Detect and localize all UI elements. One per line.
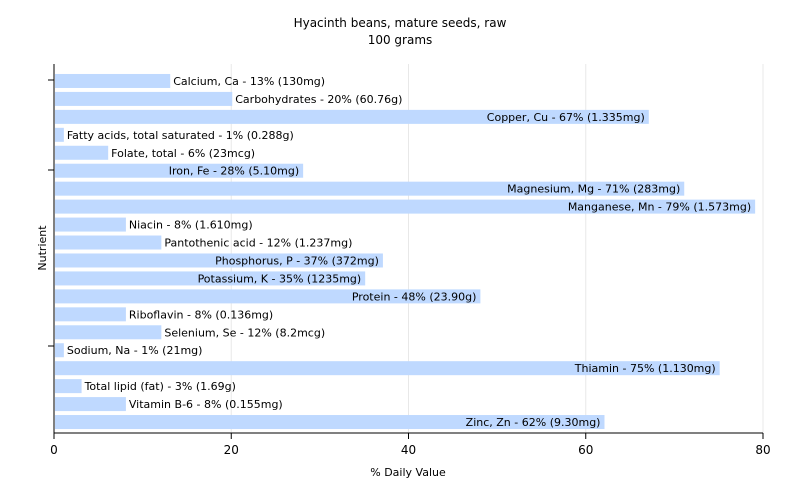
bar-label: Sodium, Na - 1% (21mg) (67, 344, 203, 357)
bar-label: Calcium, Ca - 13% (130mg) (173, 75, 325, 88)
bar (55, 253, 383, 268)
chart-title: Hyacinth beans, mature seeds, raw (294, 16, 507, 30)
bar-label: Fatty acids, total saturated - 1% (0.288… (67, 129, 294, 142)
bar-label: Magnesium, Mg - 71% (283mg) (507, 183, 680, 196)
bar (55, 73, 171, 88)
bar-label: Folate, total - 6% (23mcg) (111, 147, 255, 160)
bar (55, 415, 605, 430)
bar-label: Riboflavin - 8% (0.136mg) (129, 308, 273, 321)
bar (55, 271, 366, 286)
x-tick-label: 60 (578, 443, 593, 457)
x-tick-label: 0 (50, 443, 58, 457)
bar (55, 361, 720, 376)
x-axis-label: % Daily Value (370, 466, 446, 479)
bar-label: Iron, Fe - 28% (5.10mg) (169, 165, 299, 178)
bar-label: Phosphorus, P - 37% (372mg) (215, 254, 379, 267)
chart-subtitle: 100 grams (368, 33, 433, 47)
x-tick-label: 40 (401, 443, 416, 457)
bar-label: Thiamin - 75% (1.130mg) (574, 362, 716, 375)
bar-label: Zinc, Zn - 62% (9.30mg) (466, 416, 601, 429)
bar (55, 235, 162, 250)
bar (55, 307, 126, 322)
bar-label: Carbohydrates - 20% (60.76g) (235, 93, 402, 106)
bar-label: Selenium, Se - 12% (8.2mcg) (164, 326, 325, 339)
bar (55, 379, 82, 394)
bar-label: Total lipid (fat) - 3% (1.69g) (84, 380, 236, 393)
bar (55, 217, 126, 232)
y-axis-label: Nutrient (36, 225, 49, 271)
bar (55, 109, 649, 124)
x-tick-label: 20 (224, 443, 239, 457)
bar-label: Manganese, Mn - 79% (1.573mg) (568, 201, 751, 214)
axes: 0 20 40 60 80 (48, 64, 771, 457)
bar-label: Niacin - 8% (1.610mg) (129, 219, 253, 232)
bar (55, 163, 304, 178)
bar-label: Potassium, K - 35% (1235mg) (198, 272, 362, 285)
bar-label: Pantothenic acid - 12% (1.237mg) (164, 237, 352, 250)
bar (55, 397, 126, 412)
bars: Calcium, Ca - 13% (130mg) Carbohydrates -… (55, 73, 756, 430)
x-tick-label: 80 (755, 443, 770, 457)
bar (55, 181, 685, 196)
bar (55, 127, 64, 142)
bar (55, 325, 162, 340)
bar-label: Copper, Cu - 67% (1.335mg) (487, 111, 645, 124)
bar-label: Protein - 48% (23.90g) (352, 290, 477, 303)
bar (55, 145, 109, 160)
bar-label: Vitamin B-6 - 8% (0.155mg) (129, 398, 283, 411)
bar (55, 343, 64, 358)
bar (55, 289, 481, 304)
bar (55, 91, 233, 106)
bar (55, 199, 756, 214)
